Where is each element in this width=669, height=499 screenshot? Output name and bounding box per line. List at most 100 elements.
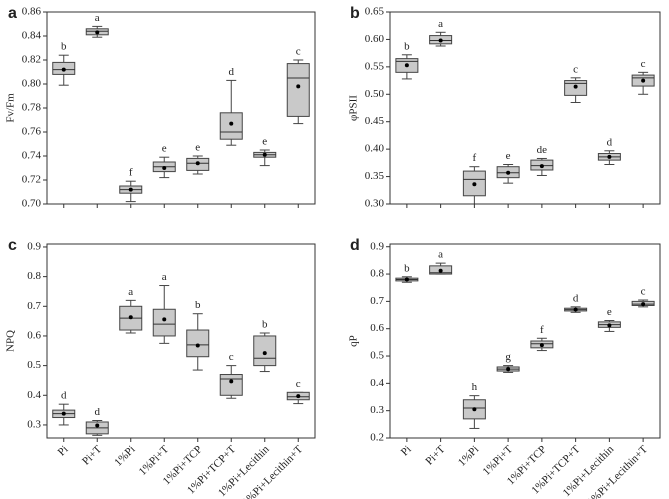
box [253,335,277,367]
x-tick-label: 1%Pi [112,443,137,468]
y-tick-label: 0.76 [22,126,42,138]
significance-letter: e [195,142,200,154]
mean [506,367,511,372]
mean [128,315,133,320]
significance-letter: a [95,12,100,24]
mean [195,343,200,348]
mean [607,323,612,328]
mean [472,407,477,412]
box [219,374,243,396]
significance-letter: f [129,167,133,179]
significance-letter: b [262,319,268,331]
mean [262,152,267,157]
mean [195,161,200,166]
mean [95,30,100,35]
mean [539,343,544,348]
x-tick-label: Pi [56,443,71,458]
y-axis-label: NPQ [5,330,17,352]
y-tick-label: 0.50 [365,88,385,100]
mean [95,423,100,428]
significance-letter: d [573,292,579,304]
y-tick-label: 0.5 [27,359,41,371]
mean [607,154,612,159]
y-tick-label: 0.8 [27,270,41,282]
significance-letter: f [473,152,477,164]
y-tick-label: 0.6 [27,329,41,341]
significance-letter: b [404,262,410,274]
significance-letter: a [162,271,167,283]
y-tick-label: 0.78 [22,102,42,114]
x-tick-label: 1%Pi [456,443,481,468]
y-tick-label: 0.45 [365,115,385,127]
box [286,63,310,117]
y-tick-label: 0.7 [27,300,41,312]
significance-letter: f [540,324,544,336]
significance-letter: e [506,150,511,162]
significance-letter: c [296,46,301,58]
significance-letter: b [195,299,201,311]
y-tick-label: 0.72 [22,174,41,186]
significance-letter: e [262,136,267,148]
mean [539,164,544,169]
significance-letter: e [162,143,167,155]
plot-frame [46,11,316,205]
significance-letter: a [128,286,133,298]
mean [61,67,66,72]
y-tick-label: 0.2 [370,432,384,444]
y-tick-label: 0.5 [370,350,384,362]
y-tick-label: 0.30 [365,198,385,210]
significance-letter: c [641,286,646,298]
y-tick-label: 0.60 [365,33,385,45]
y-tick-label: 0.8 [370,268,384,280]
mean [438,268,443,273]
y-tick-label: 0.84 [22,30,42,42]
y-tick-label: 0.3 [370,404,384,416]
mean [162,317,167,322]
y-tick-label: 0.74 [22,150,42,162]
y-axis-label: Fv/Fm [5,93,17,123]
mean [296,394,301,399]
mean [472,182,477,187]
panel-label: b [350,5,360,22]
y-tick-label: 0.55 [365,60,385,72]
y-tick-label: 0.82 [22,54,41,66]
panel-label: a [8,5,17,22]
mean [404,277,409,282]
y-tick-label: 0.6 [370,322,384,334]
mean [573,307,578,312]
significance-letter: a [438,18,443,30]
mean [229,121,234,126]
significance-letter: b [404,40,410,52]
box [186,329,210,358]
mean [162,166,167,170]
x-tick-label: Pi+T [423,443,447,467]
mean [438,38,443,43]
box [152,308,176,337]
mean [262,351,267,356]
y-tick-label: 0.80 [22,78,42,90]
y-tick-label: 0.3 [27,418,41,430]
y-axis-label: φPSII [348,95,360,121]
significance-letter: d [607,136,613,148]
significance-letter: e [607,306,612,318]
mean [641,302,646,307]
y-tick-label: 0.86 [22,6,42,18]
panel-label: d [350,237,360,254]
plot-frame [389,11,661,205]
mean [61,411,66,416]
panel-label: c [8,237,17,254]
y-tick-label: 0.9 [27,240,41,252]
mean [404,63,409,68]
significance-letter: d [229,66,235,78]
x-tick-label: Pi [399,443,414,458]
significance-letter: c [229,351,234,363]
mean [128,187,133,192]
y-tick-label: 0.70 [22,198,42,210]
significance-letter: d [61,390,67,402]
y-axis-label: qP [348,335,360,347]
significance-letter: c [573,63,578,75]
y-tick-label: 0.7 [370,295,384,307]
y-tick-label: 0.40 [365,143,385,155]
y-tick-label: 0.35 [365,170,385,182]
